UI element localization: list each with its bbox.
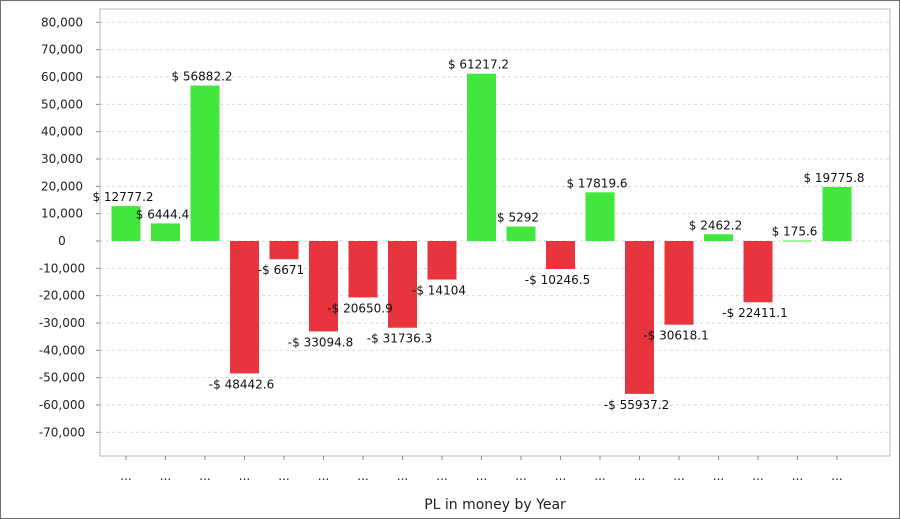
bar[interactable] — [151, 223, 180, 241]
bar[interactable] — [348, 241, 378, 298]
x-tick-label: ... — [239, 469, 250, 483]
bar[interactable] — [230, 241, 259, 374]
y-tick-label: 0 — [58, 234, 66, 248]
bar[interactable] — [783, 240, 812, 242]
x-tick-label: ... — [357, 469, 368, 483]
bar[interactable] — [585, 192, 615, 241]
bars — [111, 73, 852, 394]
bar[interactable] — [427, 241, 457, 280]
x-tick-label: ... — [515, 469, 526, 483]
y-tick-label: -30,000 — [39, 316, 85, 330]
data-label: -$ 10246.5 — [525, 273, 590, 287]
data-label: $ 56882.2 — [171, 70, 232, 84]
data-label: $ 2462.2 — [689, 218, 742, 232]
bar[interactable] — [269, 241, 299, 260]
data-label: -$ 55937.2 — [604, 398, 669, 412]
x-tick-label: ... — [555, 469, 566, 483]
x-tick-label: ... — [634, 469, 645, 483]
y-tick-label: 10,000 — [41, 207, 83, 221]
bar[interactable] — [625, 241, 654, 394]
y-tick-label: -40,000 — [39, 343, 85, 357]
x-tick-label: ... — [120, 469, 131, 483]
x-tick-label: ... — [752, 469, 763, 483]
x-tick-label: ... — [436, 469, 447, 483]
data-label: $ 19775.8 — [803, 171, 864, 185]
bar[interactable] — [743, 241, 773, 303]
bar[interactable] — [664, 241, 694, 325]
x-tick-label: ... — [594, 469, 605, 483]
x-tick-label: ... — [673, 469, 684, 483]
y-tick-label: 70,000 — [41, 43, 83, 57]
data-label: $ 17819.6 — [566, 176, 627, 190]
data-label: -$ 33094.8 — [288, 335, 353, 349]
bar[interactable] — [388, 241, 417, 328]
x-tick-label: ... — [713, 469, 724, 483]
data-label: -$ 14104 — [412, 284, 466, 298]
data-label: $ 5292 — [497, 211, 539, 225]
y-tick-label: -50,000 — [39, 371, 85, 385]
x-tick-label: ... — [831, 469, 842, 483]
y-axis: 80,000 70,000 60,000 50,000 40,000 30,000 20,0… — [39, 15, 100, 439]
x-tick-label: ... — [160, 469, 171, 483]
data-label: -$ 48442.6 — [209, 377, 274, 391]
bar[interactable] — [506, 226, 536, 241]
x-tick-label: ... — [318, 469, 329, 483]
data-label: -$ 20650.9 — [327, 301, 392, 315]
data-label: -$ 6671 — [258, 263, 304, 277]
data-label: $ 61217.2 — [448, 58, 509, 72]
y-tick-label: 20,000 — [41, 179, 83, 193]
y-tick-label: -20,000 — [39, 289, 85, 303]
bar[interactable] — [822, 186, 852, 241]
data-label: -$ 22411.1 — [722, 306, 787, 320]
y-tick-label: 40,000 — [41, 125, 83, 139]
x-tick-label: ... — [397, 469, 408, 483]
y-tick-label: -60,000 — [39, 398, 85, 412]
data-label: $ 6444.4 — [136, 207, 189, 221]
x-tick-label: ... — [476, 469, 487, 483]
y-tick-label: -10,000 — [39, 261, 85, 275]
bar[interactable] — [704, 234, 733, 241]
x-tick-label: ... — [199, 469, 210, 483]
x-axis-title: PL in money by Year — [424, 497, 566, 513]
x-axis: ........................................… — [120, 456, 843, 483]
bar[interactable] — [546, 241, 575, 270]
y-tick-label: 60,000 — [41, 70, 83, 84]
bar[interactable] — [190, 85, 220, 241]
data-label: $ 175.6 — [772, 225, 818, 239]
x-tick-label: ... — [792, 469, 803, 483]
data-label: $ 12777.2 — [92, 190, 153, 204]
bar[interactable] — [467, 73, 496, 241]
y-tick-label: 30,000 — [41, 152, 83, 166]
data-label: -$ 30618.1 — [643, 329, 708, 343]
data-labels: $ 12777.2 $ 6444.4 $ 56882.2 -$ 48442.6 -$ 6… — [92, 58, 864, 412]
y-tick-label: -70,000 — [39, 425, 85, 439]
bar[interactable] — [309, 241, 338, 332]
y-tick-label: 80,000 — [41, 15, 83, 29]
data-label: -$ 31736.3 — [367, 332, 432, 346]
bar[interactable] — [111, 206, 141, 241]
y-tick-label: 50,000 — [41, 97, 83, 111]
x-tick-label: ... — [278, 469, 289, 483]
